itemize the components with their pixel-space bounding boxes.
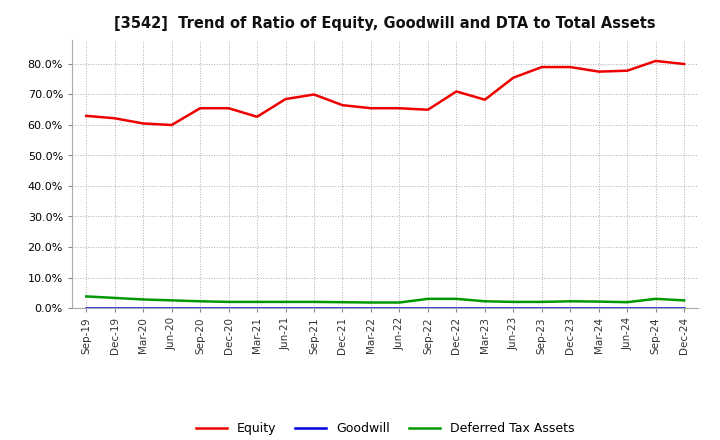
Equity (366, 106, 375, 111)
Goodwill (282, 305, 290, 311)
Deferred Tax Assets (537, 299, 546, 304)
Deferred Tax Assets (366, 300, 375, 305)
Deferred Tax Assets (395, 300, 404, 305)
Equity (595, 69, 603, 74)
Goodwill (595, 305, 603, 311)
Deferred Tax Assets (282, 299, 290, 304)
Deferred Tax Assets (509, 299, 518, 304)
Goodwill (253, 305, 261, 311)
Goodwill (139, 305, 148, 311)
Deferred Tax Assets (167, 298, 176, 303)
Equity (139, 121, 148, 126)
Goodwill (395, 305, 404, 311)
Line: Deferred Tax Assets: Deferred Tax Assets (86, 297, 684, 303)
Equity (566, 64, 575, 70)
Deferred Tax Assets (680, 298, 688, 303)
Line: Equity: Equity (86, 61, 684, 125)
Deferred Tax Assets (196, 299, 204, 304)
Equity (282, 96, 290, 102)
Deferred Tax Assets (566, 299, 575, 304)
Legend: Equity, Goodwill, Deferred Tax Assets: Equity, Goodwill, Deferred Tax Assets (189, 416, 581, 440)
Equity (680, 61, 688, 66)
Deferred Tax Assets (623, 300, 631, 305)
Goodwill (452, 305, 461, 311)
Goodwill (338, 305, 347, 311)
Equity (196, 106, 204, 111)
Equity (310, 92, 318, 97)
Goodwill (167, 305, 176, 311)
Deferred Tax Assets (595, 299, 603, 304)
Goodwill (537, 305, 546, 311)
Goodwill (566, 305, 575, 311)
Equity (82, 113, 91, 118)
Goodwill (110, 305, 119, 311)
Equity (423, 107, 432, 112)
Deferred Tax Assets (225, 299, 233, 304)
Deferred Tax Assets (253, 299, 261, 304)
Equity (509, 75, 518, 81)
Equity (167, 122, 176, 128)
Deferred Tax Assets (652, 296, 660, 301)
Deferred Tax Assets (423, 296, 432, 301)
Title: [3542]  Trend of Ratio of Equity, Goodwill and DTA to Total Assets: [3542] Trend of Ratio of Equity, Goodwil… (114, 16, 656, 32)
Goodwill (509, 305, 518, 311)
Equity (623, 68, 631, 73)
Deferred Tax Assets (82, 294, 91, 299)
Goodwill (480, 305, 489, 311)
Goodwill (623, 305, 631, 311)
Equity (452, 89, 461, 94)
Equity (395, 106, 404, 111)
Goodwill (225, 305, 233, 311)
Deferred Tax Assets (310, 299, 318, 304)
Goodwill (652, 305, 660, 311)
Goodwill (196, 305, 204, 311)
Goodwill (366, 305, 375, 311)
Equity (537, 64, 546, 70)
Goodwill (680, 305, 688, 311)
Deferred Tax Assets (338, 300, 347, 305)
Goodwill (310, 305, 318, 311)
Deferred Tax Assets (110, 295, 119, 301)
Goodwill (82, 305, 91, 311)
Equity (652, 59, 660, 64)
Deferred Tax Assets (452, 296, 461, 301)
Equity (253, 114, 261, 119)
Goodwill (423, 305, 432, 311)
Equity (480, 97, 489, 103)
Deferred Tax Assets (139, 297, 148, 302)
Deferred Tax Assets (480, 299, 489, 304)
Equity (338, 103, 347, 108)
Equity (225, 106, 233, 111)
Equity (110, 116, 119, 121)
